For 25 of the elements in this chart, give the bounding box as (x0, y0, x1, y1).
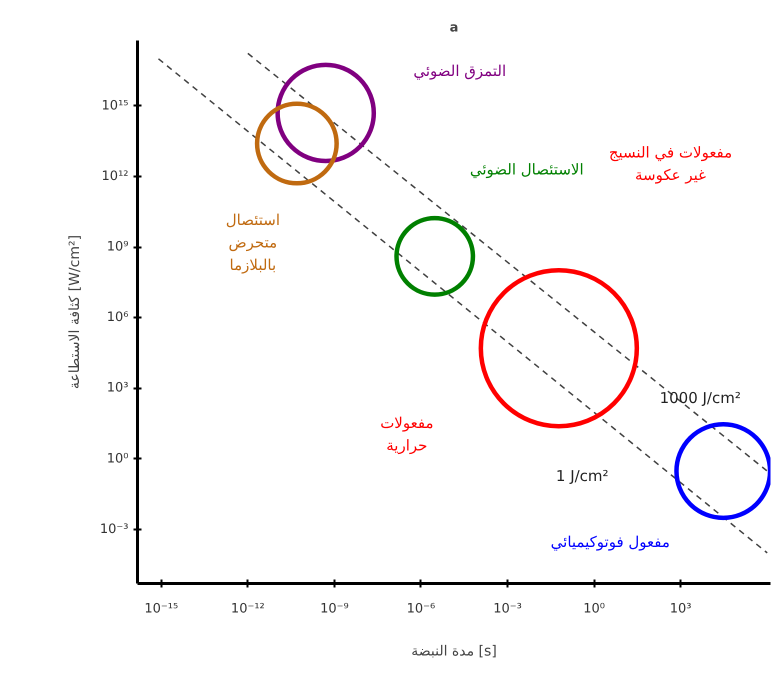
y-tick-label: 10⁰ (106, 451, 129, 466)
x-tick-label: 10⁻⁶ (406, 602, 436, 616)
x-tick-label: 10⁻¹² (230, 602, 265, 616)
series-label: 1000 J/cm² (660, 389, 741, 408)
text: مفعول فوتوكيميائي (550, 533, 670, 552)
y-tick-label: 10⁻³ (100, 522, 129, 537)
text: 1 J/cm² (556, 466, 609, 485)
x-tick-label: 10⁻³ (493, 602, 522, 616)
chart-title: a (450, 20, 458, 36)
x-axis-title: مدة النبضة [s] (411, 644, 497, 660)
y-tick-label: 10⁶ (106, 310, 129, 326)
text: مفعولات حرارية (380, 414, 434, 454)
y-tick-label: 10⁹ (106, 240, 129, 255)
series-label: استئصال متحرض بالبلازما (226, 211, 280, 274)
y-tick-label: 10¹⁵ (102, 98, 129, 114)
y-tick-label: 10¹² (102, 168, 129, 184)
x-tick-label: 10³ (670, 602, 692, 616)
annotation: مفعولات في النسيج غير عكوسة (608, 143, 732, 184)
x-tick-label: 10⁻⁹ (320, 602, 349, 616)
x-tick-label: 10⁰ (583, 602, 605, 616)
text: الاستئصال الضوئي (470, 160, 584, 178)
text: التمزق الضوئي (413, 62, 506, 80)
y-tick-label: 10³ (106, 380, 129, 396)
x-tick-label: 10⁻¹⁵ (144, 602, 178, 616)
y-axis-title: كثافة الاستطاعة [W/cm²] (66, 234, 83, 390)
